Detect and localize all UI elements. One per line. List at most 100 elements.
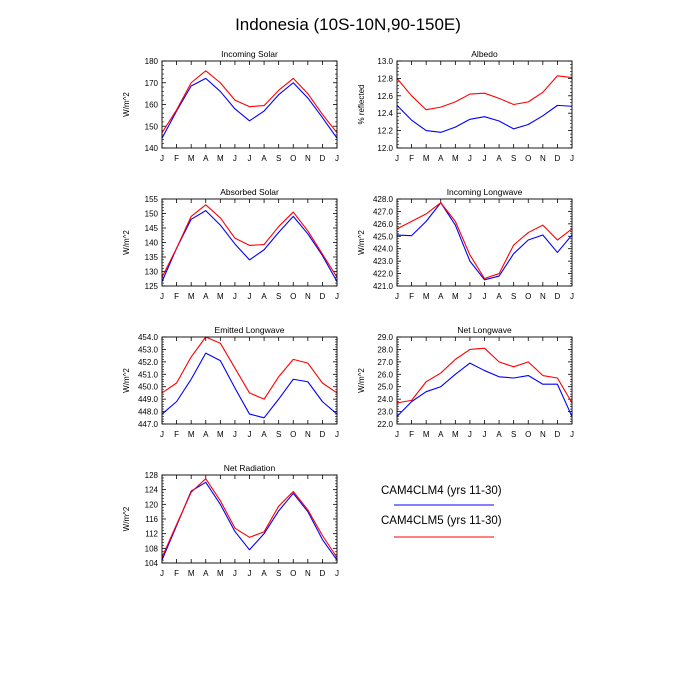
y-tick-label: 112 <box>145 530 158 539</box>
x-tick-label: A <box>438 154 444 163</box>
y-tick-label: 454.0 <box>138 333 159 342</box>
panel-title: Incoming Solar <box>221 49 278 59</box>
x-tick-label: J <box>335 154 339 163</box>
x-tick-label: F <box>409 430 414 439</box>
y-tick-label: 25.0 <box>377 383 393 392</box>
x-tick-label: A <box>261 569 267 578</box>
x-tick-label: A <box>496 154 502 163</box>
x-tick-label: M <box>217 154 224 163</box>
y-tick-label: 26.0 <box>377 370 393 379</box>
figure-title: Indonesia (10S-10N,90-150E) <box>235 15 461 34</box>
y-tick-label: 150 <box>145 210 159 219</box>
x-tick-label: M <box>217 292 224 301</box>
x-tick-label: S <box>511 292 516 301</box>
x-tick-label: D <box>320 292 326 301</box>
x-tick-label: J <box>395 292 399 301</box>
plot-frame <box>396 60 573 149</box>
y-tick-label: 13.0 <box>377 57 393 66</box>
x-tick-label: J <box>160 292 164 301</box>
x-tick-label: J <box>483 292 487 301</box>
x-tick-label: M <box>452 292 459 301</box>
panel-title: Net Longwave <box>457 325 512 335</box>
x-tick-label: J <box>233 430 237 439</box>
y-axis-label: W/m^2 <box>122 506 131 531</box>
y-tick-label: 29.0 <box>377 333 393 342</box>
x-tick-label: N <box>305 569 311 578</box>
x-tick-label: N <box>540 154 546 163</box>
series-line-cam4clm5 <box>161 478 338 558</box>
y-tick-label: 23.0 <box>377 408 393 417</box>
y-axis-label: W/m^2 <box>357 230 366 255</box>
y-tick-label: 135 <box>145 253 159 262</box>
x-tick-label: M <box>188 430 195 439</box>
x-tick-label: D <box>555 292 561 301</box>
x-tick-label: D <box>320 154 326 163</box>
x-tick-label: A <box>203 292 209 301</box>
x-tick-label: O <box>290 430 296 439</box>
series-line-cam4clm5 <box>396 75 573 111</box>
x-tick-label: J <box>160 430 164 439</box>
x-tick-label: J <box>570 154 574 163</box>
panel-title: Net Radiation <box>224 463 276 473</box>
y-tick-label: 108 <box>145 544 159 553</box>
y-tick-label: 447.0 <box>138 420 159 429</box>
x-tick-label: J <box>335 292 339 301</box>
y-tick-label: 120 <box>145 500 159 509</box>
y-tick-label: 427.0 <box>373 207 394 216</box>
y-tick-label: 450.0 <box>138 383 159 392</box>
y-tick-label: 140 <box>145 239 159 248</box>
x-tick-label: M <box>188 569 195 578</box>
x-tick-label: J <box>395 154 399 163</box>
y-tick-label: 452.0 <box>138 358 159 367</box>
y-tick-label: 453.0 <box>138 345 159 354</box>
x-tick-label: A <box>496 430 502 439</box>
plot-frame <box>396 198 573 287</box>
x-tick-label: S <box>276 292 281 301</box>
x-tick-label: A <box>203 569 209 578</box>
y-tick-label: 423.0 <box>373 257 394 266</box>
y-tick-label: 12.0 <box>377 144 393 153</box>
x-tick-label: D <box>555 430 561 439</box>
x-tick-label: M <box>452 430 459 439</box>
plot-frame <box>396 336 573 425</box>
x-tick-label: M <box>423 154 430 163</box>
series-line-cam4clm5 <box>161 70 338 134</box>
x-tick-label: A <box>261 292 267 301</box>
x-tick-label: J <box>570 292 574 301</box>
y-tick-label: 170 <box>145 79 159 88</box>
x-tick-label: A <box>261 430 267 439</box>
y-tick-label: 150 <box>145 122 159 131</box>
y-tick-label: 12.2 <box>377 127 393 136</box>
y-tick-label: 128 <box>145 471 159 480</box>
x-tick-label: A <box>496 292 502 301</box>
y-tick-label: 425.0 <box>373 232 394 241</box>
y-tick-label: 426.0 <box>373 220 394 229</box>
x-tick-label: J <box>248 154 252 163</box>
y-tick-label: 27.0 <box>377 358 393 367</box>
x-tick-label: J <box>335 569 339 578</box>
y-tick-label: 116 <box>145 515 158 524</box>
x-tick-label: M <box>217 430 224 439</box>
x-tick-label: N <box>305 154 311 163</box>
x-tick-label: S <box>511 430 516 439</box>
x-tick-label: F <box>174 430 179 439</box>
x-tick-label: A <box>438 292 444 301</box>
y-axis-label: W/m^2 <box>357 368 366 393</box>
y-tick-label: 160 <box>145 101 159 110</box>
legend-label-cam4clm5: CAM4CLM5 (yrs 11-30) <box>381 515 502 527</box>
y-tick-label: 421.0 <box>373 282 394 291</box>
plot-frame <box>161 474 338 564</box>
y-tick-label: 104 <box>145 559 159 568</box>
x-tick-label: J <box>160 154 164 163</box>
x-tick-label: A <box>438 430 444 439</box>
series-line-cam4clm4 <box>396 362 573 417</box>
x-tick-label: M <box>188 292 195 301</box>
series-line-cam4clm5 <box>161 204 338 278</box>
x-tick-label: N <box>305 292 311 301</box>
y-tick-label: 24.0 <box>377 395 393 404</box>
x-tick-label: J <box>248 292 252 301</box>
x-tick-label: M <box>423 292 430 301</box>
